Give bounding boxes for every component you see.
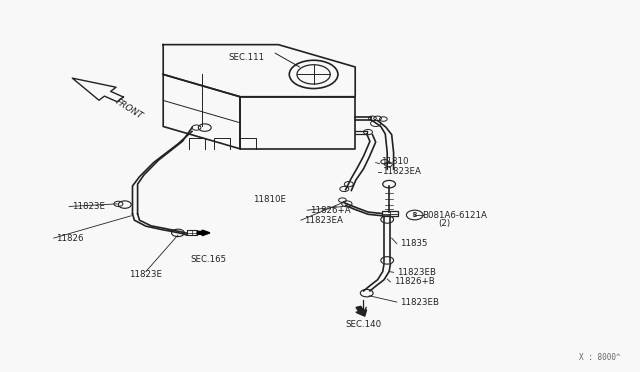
Text: SEC.111: SEC.111 (228, 53, 264, 62)
Text: X : 8000^: X : 8000^ (579, 353, 621, 362)
Text: 11823EB: 11823EB (397, 268, 436, 277)
Text: 11823EB: 11823EB (400, 298, 439, 307)
Bar (187, 230, 197, 235)
Text: 11810: 11810 (381, 157, 408, 166)
Text: 11826+B: 11826+B (394, 278, 435, 286)
Text: SEC.165: SEC.165 (191, 255, 227, 264)
Text: (2): (2) (438, 219, 451, 228)
Text: 11823E: 11823E (129, 270, 163, 279)
Text: SEC.140: SEC.140 (346, 320, 381, 329)
Text: 11826: 11826 (56, 234, 84, 243)
Text: 11826+A: 11826+A (310, 206, 351, 215)
Text: 11810E: 11810E (253, 195, 286, 203)
Text: 11835: 11835 (400, 239, 428, 248)
FancyArrow shape (356, 307, 367, 316)
Text: B: B (413, 212, 417, 218)
Text: 11823EA: 11823EA (382, 167, 421, 176)
Text: 11823E: 11823E (72, 202, 105, 211)
Text: B081A6-6121A: B081A6-6121A (422, 211, 487, 219)
Text: FRONT: FRONT (114, 97, 145, 121)
FancyArrow shape (197, 230, 210, 236)
Text: 11823EA: 11823EA (304, 216, 343, 225)
